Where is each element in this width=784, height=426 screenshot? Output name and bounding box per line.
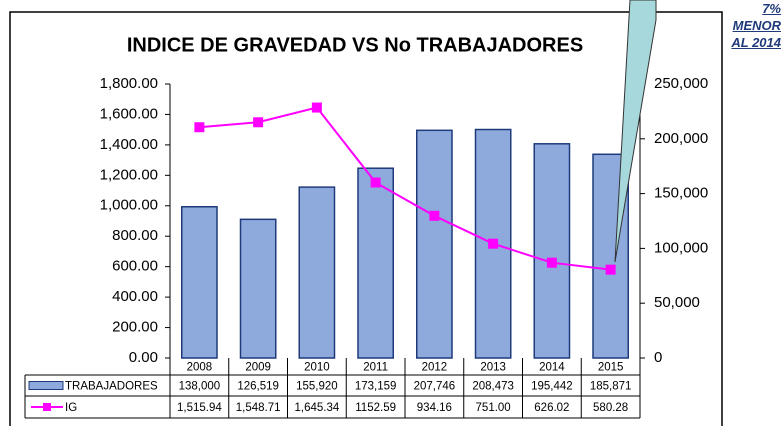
- point: [488, 238, 499, 249]
- chart-title: INDICE DE GRAVEDAD VS No TRABAJADORES: [127, 34, 583, 56]
- y-tick-label: 800.00: [112, 227, 158, 244]
- data-label: 155,920: [296, 381, 338, 393]
- y-tick-label: 400.00: [112, 288, 158, 305]
- y-tick-label: 1,600.00: [100, 105, 158, 122]
- y2-tick-label: 0: [654, 349, 662, 366]
- legend-marker: [43, 403, 51, 411]
- callout: [614, 0, 657, 263]
- annotation: 7% MENOR AL 2014: [731, 1, 781, 50]
- legend-label: IG: [65, 402, 77, 414]
- y2-tick-label: 100,000: [654, 239, 708, 256]
- x-tick-label: 2015: [598, 362, 624, 374]
- point: [605, 264, 616, 275]
- y-tick-label: 1,000.00: [100, 197, 158, 214]
- x-tick-label: 2009: [245, 362, 271, 374]
- data-label: 1,515.94: [177, 402, 222, 414]
- bar: [239, 218, 277, 359]
- point: [253, 117, 264, 128]
- x-tick-label: 2008: [187, 362, 213, 374]
- x-tick-label: 2010: [304, 362, 330, 374]
- bar: [416, 129, 453, 359]
- y-tick-label: 1,800.00: [100, 75, 158, 92]
- y-tick-label: 0.00: [129, 349, 158, 366]
- point: [546, 257, 557, 268]
- y-tick-label: 600.00: [112, 258, 158, 275]
- data-label: 185,871: [590, 381, 632, 393]
- point: [311, 102, 322, 113]
- data-label: 1,548.71: [236, 402, 281, 414]
- point: [429, 210, 440, 221]
- x-tick-label: 2013: [480, 362, 506, 374]
- x-tick-label: 2012: [422, 362, 448, 374]
- y-tick-label: 1,200.00: [100, 166, 158, 183]
- bar: [357, 167, 394, 359]
- data-label: 626.02: [534, 402, 569, 414]
- data-label: 138,000: [179, 381, 221, 393]
- x-tick-label: 2011: [363, 362, 388, 374]
- y-tick-label: 1,400.00: [100, 136, 158, 153]
- data-label: 1152.59: [355, 402, 396, 414]
- point: [194, 122, 205, 133]
- data-label: 173,159: [355, 381, 397, 393]
- data-label: 751.00: [476, 402, 511, 414]
- data-label: 195,442: [531, 381, 573, 393]
- data-label: 208,473: [472, 381, 514, 393]
- y2-tick-label: 150,000: [654, 185, 708, 202]
- point: [370, 177, 381, 188]
- annotation-box: 7% MENOR AL 2014: [731, 1, 781, 50]
- data-label: 1,645.34: [294, 402, 339, 414]
- line: [199, 106, 611, 271]
- y2-tick-label: 50,000: [654, 294, 700, 311]
- x-tick-label: 2014: [539, 362, 565, 374]
- bar: [533, 143, 571, 359]
- y2-tick-label: 200,000: [654, 130, 708, 147]
- bar: [181, 206, 218, 359]
- data-label: 126,519: [237, 381, 279, 393]
- bar: [298, 186, 336, 359]
- y-tick-label: 200.00: [112, 319, 158, 336]
- data-label: 580.28: [593, 402, 628, 414]
- data-label: 934.16: [417, 402, 452, 414]
- data-label: 207,746: [414, 381, 456, 393]
- legend-label: TRABAJADORES: [65, 381, 158, 393]
- legend-swatch: [28, 381, 64, 390]
- y2-tick-label: 250,000: [654, 75, 708, 92]
